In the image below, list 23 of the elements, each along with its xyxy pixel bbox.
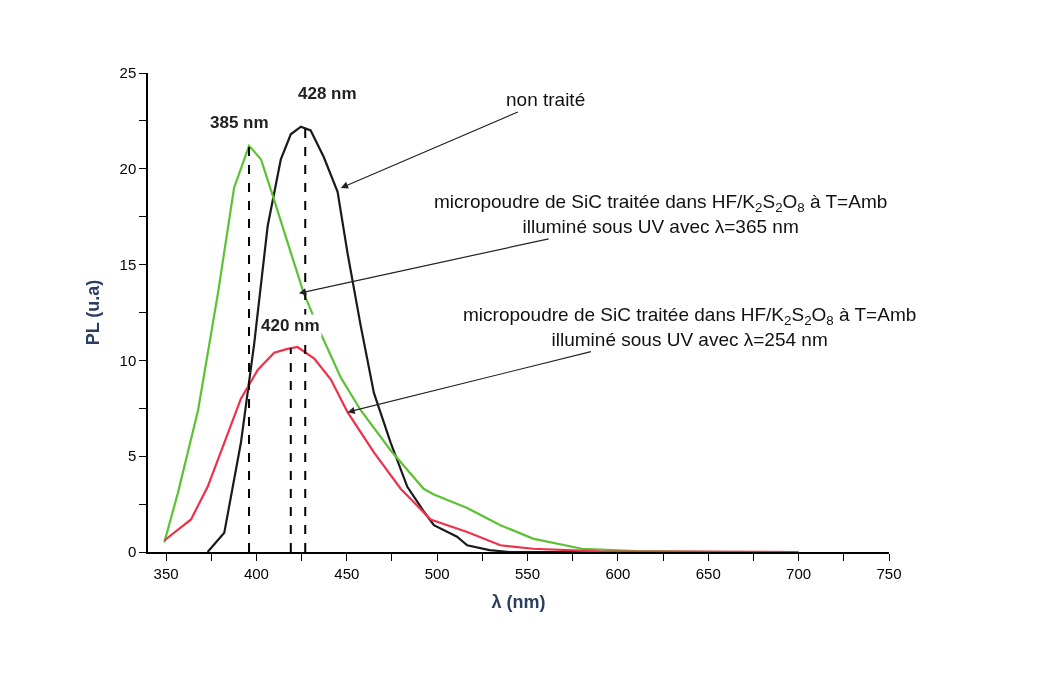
- y-tick-label: 15: [119, 255, 137, 273]
- x-tick-label: 750: [876, 564, 902, 582]
- y-tick-label: 5: [127, 447, 137, 465]
- x-tick-label: 350: [153, 564, 179, 582]
- x-tick-label: 500: [424, 564, 450, 582]
- x-tick-label: 450: [334, 564, 360, 582]
- x-tick-label: 700: [786, 564, 812, 582]
- annotation: 428 nm: [298, 84, 357, 103]
- y-tick-label: 20: [119, 160, 137, 178]
- y-tick-label: 25: [119, 64, 137, 82]
- x-tick-label: 650: [695, 564, 721, 582]
- x-axis-title: λ (nm): [491, 592, 546, 613]
- annotation: micropoudre de SiC traitée dans HF/K$_{2}$S$_{2}$O$_{8}$ à T=Amb illuminé sous UV avec λ=365 nm: [434, 191, 888, 237]
- y-tick-label: 0: [127, 543, 137, 561]
- x-tick-label: 550: [515, 564, 541, 582]
- annotation: non traité: [506, 89, 586, 110]
- annotation: micropoudre de SiC traitée dans HF/K$_{2}$S$_{2}$O$_{8}$ à T=Amb illuminé sous UV avec λ=254 nm: [463, 304, 917, 350]
- y-tick-label: 10: [119, 351, 137, 369]
- y-axis-title: PL (u.a): [83, 279, 104, 346]
- x-tick-label: 600: [605, 564, 631, 582]
- x-tick-label: 400: [243, 564, 269, 582]
- annotation: 385 nm: [210, 113, 269, 132]
- annotation: 420 nm: [261, 316, 320, 335]
